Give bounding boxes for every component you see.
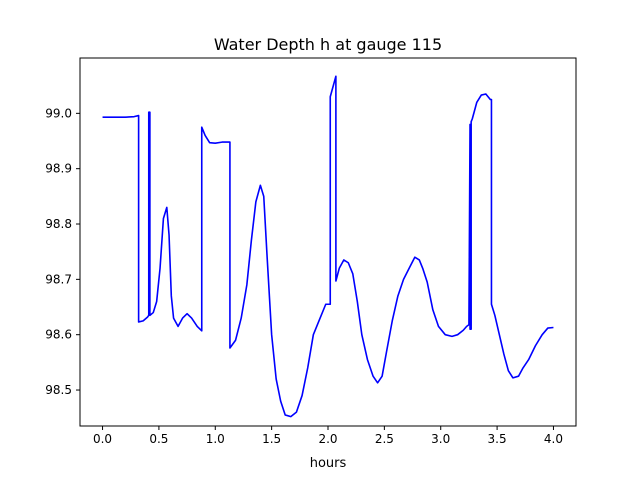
x-tick-label: 2.5 bbox=[375, 432, 394, 446]
x-tick-label: 0.5 bbox=[149, 432, 168, 446]
x-axis-label: hours bbox=[310, 456, 347, 471]
y-tick-label: 98.5 bbox=[45, 383, 72, 397]
plot-area bbox=[102, 75, 554, 418]
plot-frame bbox=[79, 57, 577, 427]
x-tick-label: 3.0 bbox=[431, 432, 450, 446]
y-tick-label: 99.0 bbox=[45, 106, 72, 120]
chart-title: Water Depth h at gauge 115 bbox=[214, 35, 442, 54]
x-tick-label: 4.0 bbox=[544, 432, 563, 446]
y-tick-label: 98.6 bbox=[45, 328, 72, 342]
series-line bbox=[102, 75, 554, 418]
axis-ticks: 0.0 0.5 1.0 1.5 2.0 2.5 3.0 3.5 4.0 98.5 98.6 98.7 9… bbox=[45, 106, 563, 446]
y-tick-label: 98.9 bbox=[45, 162, 72, 176]
x-tick-label: 2.0 bbox=[318, 432, 337, 446]
y-tick-label: 98.7 bbox=[45, 272, 72, 286]
x-tick-label: 0.0 bbox=[93, 432, 112, 446]
x-tick-label: 3.5 bbox=[488, 432, 507, 446]
x-tick-label: 1.5 bbox=[262, 432, 281, 446]
x-tick-label: 1.0 bbox=[206, 432, 225, 446]
y-tick-label: 98.8 bbox=[45, 217, 72, 231]
